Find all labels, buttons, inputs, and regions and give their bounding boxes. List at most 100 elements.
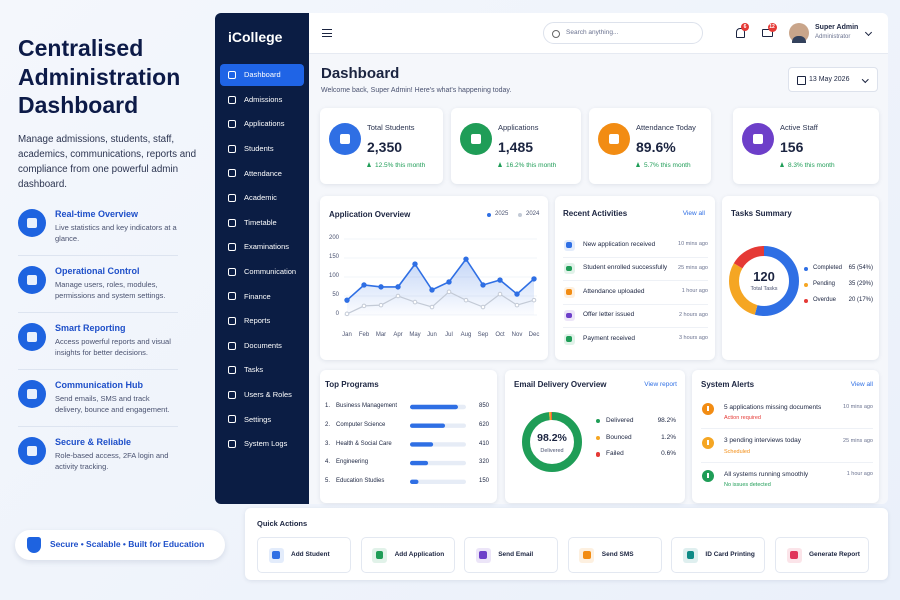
point xyxy=(514,302,520,308)
menu-line xyxy=(322,36,332,38)
avatar-shirt xyxy=(792,36,806,43)
search-box[interactable] xyxy=(543,22,703,44)
stat-label: Attendance Today xyxy=(636,123,696,133)
action-label[interactable]: Send SMS xyxy=(601,550,634,558)
view-all-link[interactable]: View all xyxy=(682,209,705,217)
legend-dot xyxy=(595,435,601,441)
brand: iCollege xyxy=(228,28,283,45)
icon-glyph xyxy=(272,551,280,559)
activity-time: 10 mins ago xyxy=(678,241,708,248)
x-tick-label: May xyxy=(409,332,421,339)
nav-item[interactable]: Settings xyxy=(244,414,272,424)
alert-glyph xyxy=(707,439,709,445)
nav-item[interactable]: Examinations xyxy=(244,242,290,252)
divider xyxy=(563,327,708,328)
point xyxy=(344,311,350,317)
panel-title: System Alerts xyxy=(701,379,755,389)
action-label[interactable]: Add Application xyxy=(394,550,445,558)
point xyxy=(463,297,469,303)
nav-item[interactable]: Timetable xyxy=(244,217,277,227)
page-subtitle: Welcome back, Super Admin! Here's what's… xyxy=(321,87,512,95)
alert-time: 10 mins ago xyxy=(843,404,873,411)
action-button[interactable] xyxy=(464,537,559,573)
action-label[interactable]: Add Student xyxy=(291,550,330,558)
nav-item[interactable]: Documents xyxy=(244,340,282,350)
y-tick-label: 100 xyxy=(328,273,339,280)
nav-icon xyxy=(228,415,236,424)
nav-icon xyxy=(228,390,236,399)
activity-time: 2 hours ago xyxy=(678,311,708,318)
point xyxy=(395,293,401,299)
legend-dot xyxy=(803,298,809,304)
nav-item[interactable]: Communication xyxy=(244,266,297,276)
nav-icon xyxy=(228,218,236,227)
program-name: Computer Science xyxy=(336,421,386,428)
menu-line xyxy=(322,32,332,34)
point xyxy=(378,284,384,290)
badge-text: Secure • Scalable • Built for Education xyxy=(50,539,205,550)
divider xyxy=(18,426,178,427)
feature-glyph xyxy=(27,218,37,228)
legend-dot xyxy=(518,213,522,217)
nav-item[interactable]: Attendance xyxy=(244,168,282,178)
nav-item[interactable]: Admissions xyxy=(244,94,283,104)
point xyxy=(514,291,520,297)
legend-dot xyxy=(595,452,601,457)
y-tick-label: 50 xyxy=(332,292,339,299)
donut-segment xyxy=(522,412,582,472)
donut-total: 120 xyxy=(753,268,775,284)
icon-glyph xyxy=(583,551,591,559)
nav-item[interactable]: Applications xyxy=(244,119,285,129)
legend-dot xyxy=(595,418,601,424)
icon-glyph xyxy=(566,242,572,248)
nav-icon xyxy=(228,366,236,375)
nav-item[interactable]: Users & Roles xyxy=(244,389,292,399)
nav-item[interactable]: System Logs xyxy=(244,439,288,449)
icon-glyph xyxy=(479,551,487,559)
action-label[interactable]: Generate Report xyxy=(809,550,860,558)
nav-item[interactable]: Students xyxy=(244,143,274,153)
point xyxy=(412,299,418,305)
action-label[interactable]: ID Card Printing xyxy=(705,550,755,558)
view-report-link[interactable]: View report xyxy=(644,380,677,388)
point xyxy=(497,291,503,297)
divider xyxy=(18,312,178,313)
point xyxy=(344,297,350,303)
activity-text: New application received xyxy=(583,240,656,248)
date-picker[interactable] xyxy=(788,67,878,92)
donut-segment xyxy=(729,246,799,316)
line xyxy=(346,291,535,315)
active-item xyxy=(220,64,304,86)
nav-icon xyxy=(228,95,236,104)
bar xyxy=(410,479,419,484)
view-all-link[interactable]: View all xyxy=(850,380,873,388)
nav-item[interactable]: Dashboard xyxy=(244,70,281,80)
y-tick-label: 150 xyxy=(328,254,339,261)
activity-time: 3 hours ago xyxy=(678,335,708,342)
feature-title: Communication Hub xyxy=(55,380,143,391)
program-value: 850 xyxy=(478,403,489,410)
activity-time: 1 hour ago xyxy=(681,288,708,295)
stat-label: Total Students xyxy=(367,123,415,133)
program-rank: 4. xyxy=(325,459,331,466)
nav-item[interactable]: Academic xyxy=(244,193,277,203)
legend-value: 98.2% xyxy=(657,416,676,424)
program-name: Education Studies xyxy=(336,477,385,484)
nav-item[interactable]: Tasks xyxy=(244,365,264,375)
point xyxy=(531,297,537,303)
nav-item[interactable]: Reports xyxy=(244,316,271,326)
nav-icon xyxy=(228,341,236,350)
legend-label: Failed xyxy=(606,450,624,458)
legend-value: 20 (17%) xyxy=(848,297,873,304)
alert-title: 3 pending interviews today xyxy=(724,437,801,445)
action-label[interactable]: Send Email xyxy=(498,550,534,558)
hero-title: Centralised xyxy=(18,35,144,62)
alert-title: 5 applications missing documents xyxy=(724,403,822,411)
legend-value: 65 (54%) xyxy=(848,265,873,272)
nav-item[interactable]: Finance xyxy=(244,291,271,301)
legend-label: 2025 xyxy=(495,211,509,218)
legend-label: Delivered xyxy=(606,416,634,424)
stat-glyph xyxy=(471,134,481,144)
feature-glyph xyxy=(27,446,37,456)
bar xyxy=(410,442,434,447)
